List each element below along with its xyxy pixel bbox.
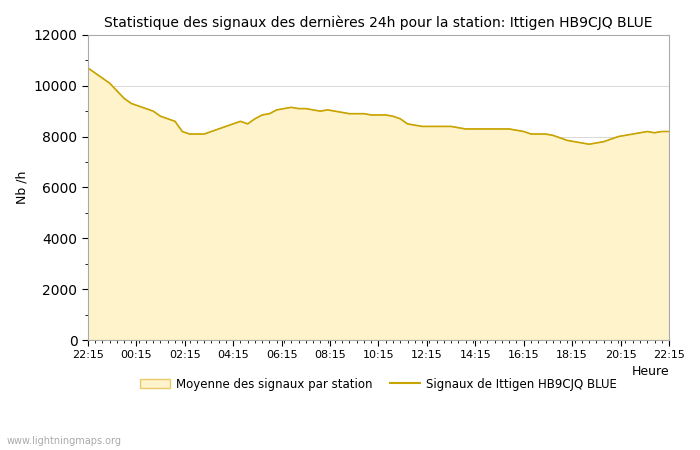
Y-axis label: Nb /h: Nb /h [15,171,28,204]
Title: Statistique des signaux des dernières 24h pour la station: Ittigen HB9CJQ BLUE: Statistique des signaux des dernières 24… [104,15,652,30]
Text: www.lightningmaps.org: www.lightningmaps.org [7,436,122,446]
X-axis label: Heure: Heure [631,365,669,378]
Legend: Moyenne des signaux par station, Signaux de Ittigen HB9CJQ BLUE: Moyenne des signaux par station, Signaux… [136,373,621,395]
